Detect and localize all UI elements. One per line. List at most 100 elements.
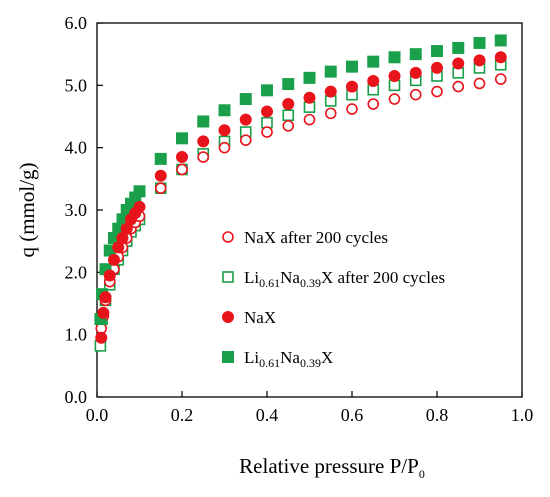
legend-marker: [222, 311, 234, 323]
data-point: [261, 105, 273, 118]
data-point: [282, 78, 295, 91]
data-point: [154, 169, 167, 182]
x-tick-label: 1.0: [511, 405, 534, 425]
axis-ticks: 0.0 0.2 0.4 0.6 0.8 1.0 0.0 1.0 2.0 3.0 4.0 5.0 6.0: [65, 13, 534, 425]
data-point: [452, 57, 465, 70]
data-point: [133, 200, 146, 213]
y-axis-title: q (mmol/g): [15, 162, 39, 257]
y-tick-label: 3.0: [65, 200, 88, 220]
data-point: [108, 253, 120, 266]
data-point: [282, 120, 295, 132]
y-tick-label: 1.0: [65, 325, 88, 345]
data-point: [218, 141, 231, 154]
data-point: [494, 73, 507, 85]
data-point: [176, 163, 188, 176]
x-tick-label: 0.8: [426, 405, 449, 425]
legend-entry: NaX: [222, 308, 276, 327]
legend-label: Li0.61Na0.39X: [244, 348, 333, 370]
data-point: [176, 151, 188, 164]
data-point: [282, 98, 295, 111]
data-point: [388, 93, 401, 105]
legend-text-part: Na: [280, 268, 300, 287]
x-tick-label: 0.0: [86, 405, 109, 425]
data-point: [494, 51, 507, 64]
data-point: [261, 84, 273, 97]
data-point: [473, 36, 486, 49]
legend-marker: [222, 231, 234, 243]
legend-label: NaX after 200 cycles: [244, 228, 388, 247]
data-point: [346, 60, 358, 73]
data-point: [388, 69, 401, 82]
x-axis-title-main: Relative pressure P/P: [239, 454, 419, 478]
legend-entry: Li0.61Na0.39X: [222, 348, 333, 370]
data-point: [218, 124, 231, 137]
data-point: [431, 85, 443, 98]
data-point: [303, 71, 316, 84]
data-point: [282, 109, 295, 122]
data-point: [154, 182, 167, 194]
legend-text-part: X after 200 cycles: [321, 268, 445, 287]
legend-entry: Li0.61Na0.39X after 200 cycles: [222, 268, 445, 290]
legend-text-part: Na: [280, 348, 300, 367]
data-point: [239, 113, 252, 126]
series-2: [95, 51, 507, 344]
x-tick-label: 0.2: [171, 405, 194, 425]
legend-marker: [222, 351, 234, 363]
data-point: [473, 54, 486, 67]
data-point: [97, 306, 110, 319]
series-0: [95, 73, 507, 335]
data-point: [346, 80, 358, 93]
legend-subscript: 0.61: [259, 356, 280, 370]
legend-label: Li0.61Na0.39X after 200 cycles: [244, 268, 445, 290]
legend-subscript: 0.39: [300, 276, 321, 290]
data-point: [409, 88, 422, 101]
legend-text-part: NaX after 200 cycles: [244, 228, 388, 247]
y-tick-label: 4.0: [65, 138, 88, 158]
data-point: [409, 48, 422, 61]
y-tick-label: 6.0: [65, 13, 88, 33]
data-point: [239, 93, 252, 106]
data-point: [367, 55, 380, 68]
y-tick-label: 2.0: [65, 262, 88, 282]
legend-subscript: 0.61: [259, 276, 280, 290]
x-tick-label: 0.6: [341, 405, 364, 425]
data-point: [431, 61, 443, 74]
x-axis-title: Relative pressure P/P0: [239, 454, 425, 481]
data-point: [261, 116, 273, 129]
y-tick-label: 0.0: [65, 387, 88, 407]
data-point: [324, 107, 337, 120]
data-point: [494, 34, 507, 47]
data-point: [99, 291, 112, 304]
data-point: [388, 51, 401, 64]
data-point: [367, 98, 380, 110]
data-point: [154, 152, 167, 165]
data-point: [197, 115, 210, 128]
data-point: [197, 151, 210, 163]
data-point: [346, 103, 358, 115]
data-point: [197, 135, 210, 148]
y-tick-label: 5.0: [65, 75, 88, 95]
data-point: [303, 91, 316, 104]
data-point: [473, 77, 486, 90]
legend-marker: [222, 271, 234, 283]
legend-label: NaX: [244, 308, 276, 327]
x-tick-label: 0.4: [256, 405, 279, 425]
data-point: [367, 74, 380, 87]
legend-entry: NaX after 200 cycles: [222, 228, 388, 247]
legend-text-part: NaX: [244, 308, 276, 327]
series-1: [94, 58, 507, 352]
legend-text-part: Li: [244, 268, 259, 287]
legend-text-part: Li: [244, 348, 259, 367]
data-point: [103, 269, 116, 282]
x-axis-title-subscript: 0: [419, 467, 425, 481]
data-point: [95, 331, 108, 344]
data-point: [239, 134, 252, 146]
data-point: [133, 185, 146, 198]
legend-subscript: 0.39: [300, 356, 321, 370]
data-point: [303, 113, 316, 126]
data-point: [218, 104, 231, 117]
data-point: [176, 132, 188, 145]
data-point: [261, 126, 273, 138]
